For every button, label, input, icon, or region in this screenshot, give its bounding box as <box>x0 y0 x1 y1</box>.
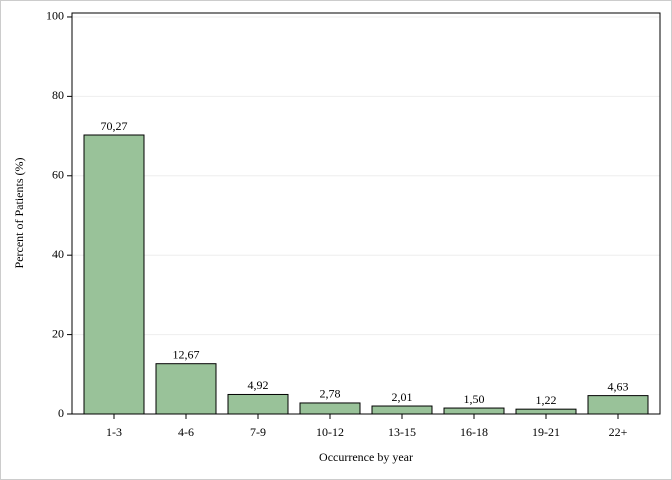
y-axis-label: Percent of Patients (%) <box>12 158 26 269</box>
value-label: 12,67 <box>173 347 200 361</box>
y-tick-label: 100 <box>46 9 64 23</box>
value-label: 4,63 <box>608 379 629 393</box>
x-tick-label: 4-6 <box>178 425 194 439</box>
y-tick-label: 80 <box>52 88 64 102</box>
x-tick-label: 22+ <box>609 425 628 439</box>
value-label: 2,78 <box>320 387 341 401</box>
x-tick-label: 1-3 <box>106 425 122 439</box>
bar <box>443 407 505 415</box>
y-tick-label: 20 <box>52 326 64 340</box>
value-label: 1,22 <box>536 393 557 407</box>
bars <box>83 134 649 415</box>
x-axis-label: Occurrence by year <box>319 450 413 464</box>
x-tick-label: 19-21 <box>532 425 560 439</box>
y-tick-label: 40 <box>52 247 64 261</box>
y-tick-label: 60 <box>52 168 64 182</box>
bar <box>155 363 217 415</box>
bar <box>515 408 577 415</box>
x-tick-label: 7-9 <box>250 425 266 439</box>
value-label: 1,50 <box>464 392 485 406</box>
bar <box>587 395 649 415</box>
x-tick-label: 13-15 <box>388 425 416 439</box>
value-label: 4,92 <box>248 378 269 392</box>
bar <box>371 405 433 415</box>
x-tick-label: 16-18 <box>460 425 488 439</box>
bar <box>299 402 361 415</box>
value-label: 2,01 <box>392 390 413 404</box>
bar <box>227 393 289 415</box>
plot-frame <box>71 12 661 415</box>
bar <box>83 134 145 415</box>
y-tick-label: 0 <box>58 406 64 420</box>
value-label: 70,27 <box>101 119 128 133</box>
x-tick-label: 10-12 <box>316 425 344 439</box>
